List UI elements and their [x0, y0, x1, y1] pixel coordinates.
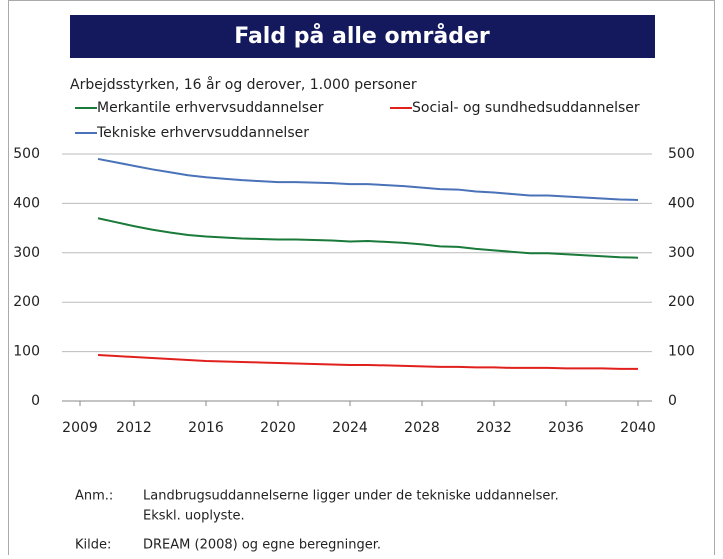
x-tick-label: 2020	[260, 420, 296, 436]
series-line	[97, 354, 638, 370]
series-line	[97, 157, 639, 201]
y2-tick-label: 400	[668, 195, 695, 211]
chart-title: Fald på alle områder	[234, 23, 490, 49]
y-tick-label: 0	[31, 393, 40, 409]
x-tick-label: 2036	[548, 420, 584, 436]
x-tick-label: 2024	[332, 420, 368, 436]
subtitle: Arbejdsstyrken, 16 år og derover, 1.000 …	[70, 76, 417, 93]
notes-label: Anm.:	[75, 489, 113, 504]
series-line	[97, 217, 639, 259]
x-tick-label: 2012	[116, 420, 152, 436]
y-tick-label: 200	[13, 294, 40, 310]
legend-label: Tekniske erhvervsuddannelser	[96, 125, 309, 141]
y2-tick-label: 100	[668, 344, 695, 360]
source-text: DREAM (2008) og egne beregninger.	[143, 538, 381, 553]
y-tick-label: 500	[13, 146, 40, 162]
y2-tick-label: 500	[668, 146, 695, 162]
legend-label: Social- og sundhedsuddannelser	[412, 100, 640, 116]
notes-line: Ekskl. uoplyste.	[143, 509, 245, 524]
frame	[8, 0, 715, 559]
source-label: Kilde:	[75, 538, 111, 553]
title-banner	[70, 15, 655, 58]
legend-label: Merkantile erhvervsuddannelser	[97, 100, 324, 116]
y-tick-label: 400	[13, 195, 40, 211]
y2-tick-label: 200	[668, 294, 695, 310]
x-tick-label: 2028	[404, 420, 440, 436]
y-tick-label: 100	[13, 344, 40, 360]
x-tick-label: 2016	[188, 420, 224, 436]
y2-tick-label: 0	[668, 393, 677, 409]
x-tick-label: 2032	[476, 420, 512, 436]
x-tick-label: 2040	[620, 420, 656, 436]
notes-line: Landbrugsuddannelserne ligger under de t…	[143, 489, 559, 504]
y-tick-label: 300	[13, 245, 40, 261]
x-tick-label: 2009	[62, 420, 98, 436]
y2-tick-label: 300	[668, 245, 695, 261]
